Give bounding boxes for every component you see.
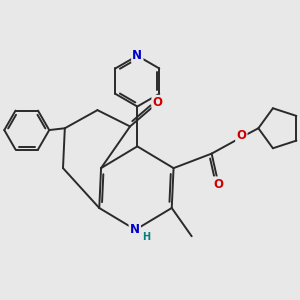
Text: N: N [130, 223, 140, 236]
Text: N: N [132, 49, 142, 62]
Text: H: H [142, 232, 150, 242]
Text: O: O [213, 178, 223, 190]
Text: O: O [236, 129, 246, 142]
Text: O: O [153, 96, 163, 109]
